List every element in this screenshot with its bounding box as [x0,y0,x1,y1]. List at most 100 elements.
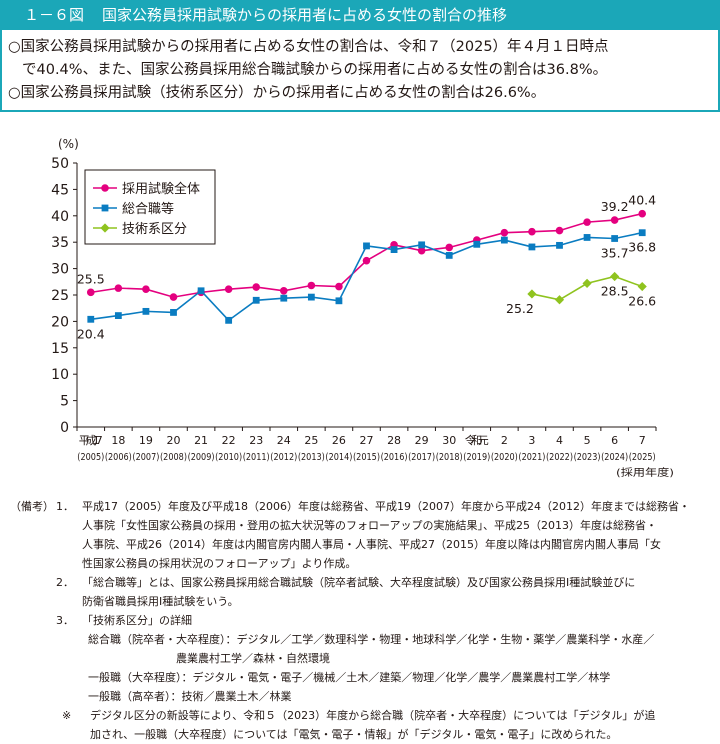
x-tick-label-year: (2022) [546,452,573,463]
data-point [528,243,536,251]
x-tick-label-era: 22 [222,434,236,447]
data-point [638,229,646,237]
x-tick-label-year: (2025) [629,452,656,463]
data-point [418,241,426,249]
data-point [582,278,592,288]
data-point [252,283,261,291]
summary-line-3: ○国家公務員採用試験（技術系区分）からの採用者に占める女性の割合は26.6%。 [8,85,546,101]
legend-label: 総合職等 [122,201,174,217]
x-tick-label-era: 30 [442,434,456,447]
data-point [638,209,647,218]
figure-title-bar: １－６図 国家公務員採用試験からの採用者に占める女性の割合の推移 [0,0,720,30]
data-point [279,286,288,295]
x-tick-label-era: 28 [387,434,401,447]
data-point [583,218,591,226]
note-1-line-4: 性国家公務員の採用状況のフォローアップ」より作成。 [82,557,357,570]
data-point [114,312,122,319]
data-label: 39.2 [601,199,629,214]
note-3-line-4: 一般職（大卒程度）：デジタル・電気・電子／機械／土木／建築／物理／化学／農学／農… [88,671,611,684]
note-3-line-5: 一般職（高卒者）：技術／農業土木／林業 [88,690,292,703]
chart-data-labels: 25.5 20.4 39.2 40.4 36.835.7 25.2 28.526.6 [77,193,656,342]
legend-marker [100,223,110,233]
x-tick-label-era: 平成17 [79,434,103,447]
data-point [224,285,233,293]
notes-head: （備考） [10,500,54,513]
data-label: 40.4 [628,193,656,208]
x-tick-label-year: (2019) [463,452,490,463]
x-tick-label-era: 21 [194,434,208,447]
chart-axes: 05101520253035404550(%)平成17(2005)18(2006… [51,137,674,479]
x-tick-label-year: (2006) [105,452,132,463]
note-2-line-1: 「総合職等」とは、国家公務員採用総合職試験（院卒者試験、大卒程度試験）及び国家公… [82,576,636,589]
x-tick-label-era: 29 [415,434,429,447]
x-tick-label-year: (2015) [353,452,380,463]
y-tick-label: 20 [51,314,69,330]
x-tick-label-era: 4 [556,434,563,447]
note-2-number: 2． [56,576,74,589]
x-tick-label-year: (2011) [243,452,270,463]
y-tick-label: 15 [51,341,69,357]
y-tick-label: 50 [51,156,69,172]
x-tick-label-era: 20 [167,434,181,447]
note-star-line-2: 加され、一般職（大卒程度）については「電気・電子・情報」が「デジタル・電気・電子… [90,728,618,741]
legend-label: 技術系区分 [122,222,187,237]
y-unit-label: (%) [58,137,79,151]
line-chart: 05101520253035404550(%)平成17(2005)18(2006… [51,137,674,479]
data-point [555,226,564,235]
x-tick-label-year: (2005) [77,452,104,463]
data-point [473,240,481,248]
x-tick-label-year: (2008) [160,452,187,463]
note-3-line-3: 農業農村工学／森林・自然環境 [176,652,330,665]
x-tick-label-year: (2009) [188,452,215,463]
data-point [445,243,454,252]
note-3-number: 3． [56,614,74,627]
x-tick-label-era: 18 [111,434,125,447]
summary-box: ○国家公務員採用試験からの採用者に占める女性の割合は、令和７（2025）年４月１… [0,30,720,112]
series-2 [87,229,646,324]
data-point [417,246,426,255]
x-tick-label-era: 25 [304,434,318,447]
note-1-line-1: 平成17（2005）年度及び平成18（2006）年度は総務省、平成19（2007… [82,500,690,513]
data-point [252,296,260,304]
data-point [500,236,508,244]
data-label: 26.6 [628,294,656,309]
data-point [554,295,565,305]
data-label: 25.2 [506,301,534,316]
x-axis-label: (採用年度) [616,466,674,479]
x-tick-label-year: (2016) [381,452,408,463]
x-tick-label-year: (2010) [215,452,242,463]
data-label: 25.5 [77,271,105,286]
y-tick-label: 35 [51,235,69,251]
data-point [390,246,398,253]
x-tick-label-year: (2024) [601,452,628,463]
chart-series [86,209,647,324]
data-point [335,282,343,291]
summary-line-1: ○国家公務員採用試験からの採用者に占める女性の割合は、令和７（2025）年４月１… [8,39,609,55]
data-point [637,281,647,292]
data-point [86,288,95,297]
x-tick-label-era: 24 [277,434,291,447]
data-point [142,307,150,315]
data-point [87,315,95,323]
x-tick-label-year: (2007) [132,452,159,463]
data-point [114,284,123,292]
x-tick-label-era: 27 [360,434,374,447]
legend-marker [101,204,109,212]
x-tick-label-year: (2014) [325,452,352,463]
figure-title: 国家公務員採用試験からの採用者に占める女性の割合の推移 [102,6,508,24]
x-tick-label-year: (2018) [436,452,463,463]
x-tick-label-year: (2023) [574,452,601,463]
note-3-line-2: 総合職（院卒者・大卒程度）：デジタル／工学／数理科学・物理・地球科学／化学・生物… [88,633,655,646]
x-tick-label-era: 2 [501,434,508,447]
note-1-line-2: 人事院「女性国家公務員の採用・登用の拡大状況等のフォローアップの実施結果」、平成… [82,519,658,532]
legend-marker [101,184,109,192]
data-point [335,297,343,305]
x-tick-label-era: 6 [611,434,618,447]
data-point [280,294,288,302]
x-tick-label-year: (2013) [298,452,325,463]
series-1 [86,209,647,301]
data-point [197,287,205,295]
data-point [307,293,315,301]
note-star-mark: ※ [62,709,72,722]
